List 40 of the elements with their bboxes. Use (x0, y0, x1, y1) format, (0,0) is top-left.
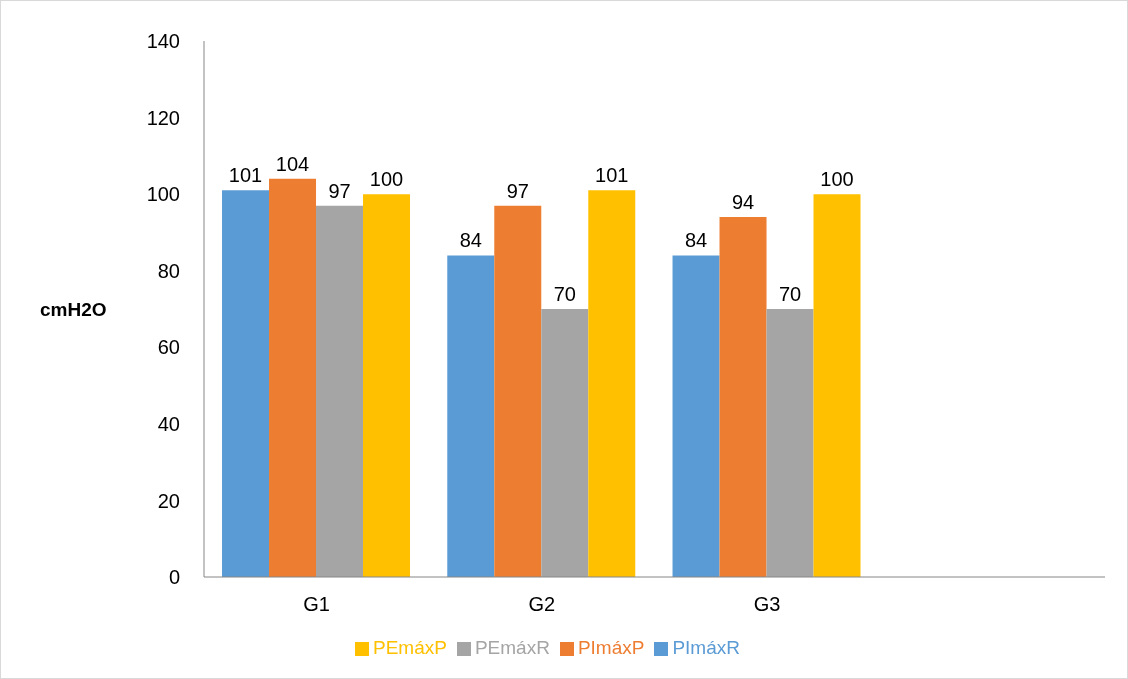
legend-label: PImáxR (672, 637, 740, 658)
bar (766, 309, 814, 577)
bar (588, 190, 636, 577)
data-label: 101 (595, 164, 629, 187)
x-tick-label: G1 (303, 593, 330, 616)
data-label: 94 (731, 191, 755, 214)
data-label: 70 (778, 283, 802, 305)
data-label: 84 (684, 229, 708, 252)
bar (494, 205, 542, 577)
bar (222, 190, 270, 577)
bar (316, 205, 364, 577)
legend-label: PEmáxR (474, 637, 550, 658)
y-tick-label: 20 (157, 489, 180, 512)
data-label: 84 (459, 229, 482, 252)
data-label: 97 (506, 179, 529, 202)
bar (813, 194, 861, 577)
data-label: 104 (275, 152, 310, 175)
data-label: 100 (820, 168, 854, 191)
data-label: 70 (553, 283, 576, 305)
bar (719, 217, 767, 577)
bar (672, 255, 720, 577)
y-tick-label: 0 (168, 566, 180, 589)
y-axis-title: cmH2O (40, 298, 107, 320)
y-tick-label: 120 (146, 106, 180, 129)
y-tick-label: 140 (146, 30, 180, 53)
y-tick-label: 60 (157, 336, 180, 359)
x-tick-label: G2 (528, 593, 556, 616)
legend-label: PEmáxP (373, 637, 447, 658)
bar (363, 194, 411, 577)
y-tick-label: 100 (146, 183, 180, 206)
legend-label: PImáxP (577, 637, 645, 658)
data-label: 97 (328, 179, 351, 202)
y-tick-label: 80 (157, 259, 180, 282)
bar (447, 255, 495, 577)
x-tick-label: G3 (753, 593, 781, 616)
bar (541, 309, 589, 577)
y-tick-label: 40 (157, 412, 180, 435)
data-label: 101 (228, 164, 263, 187)
data-label: 100 (369, 168, 404, 191)
bar (269, 178, 317, 577)
